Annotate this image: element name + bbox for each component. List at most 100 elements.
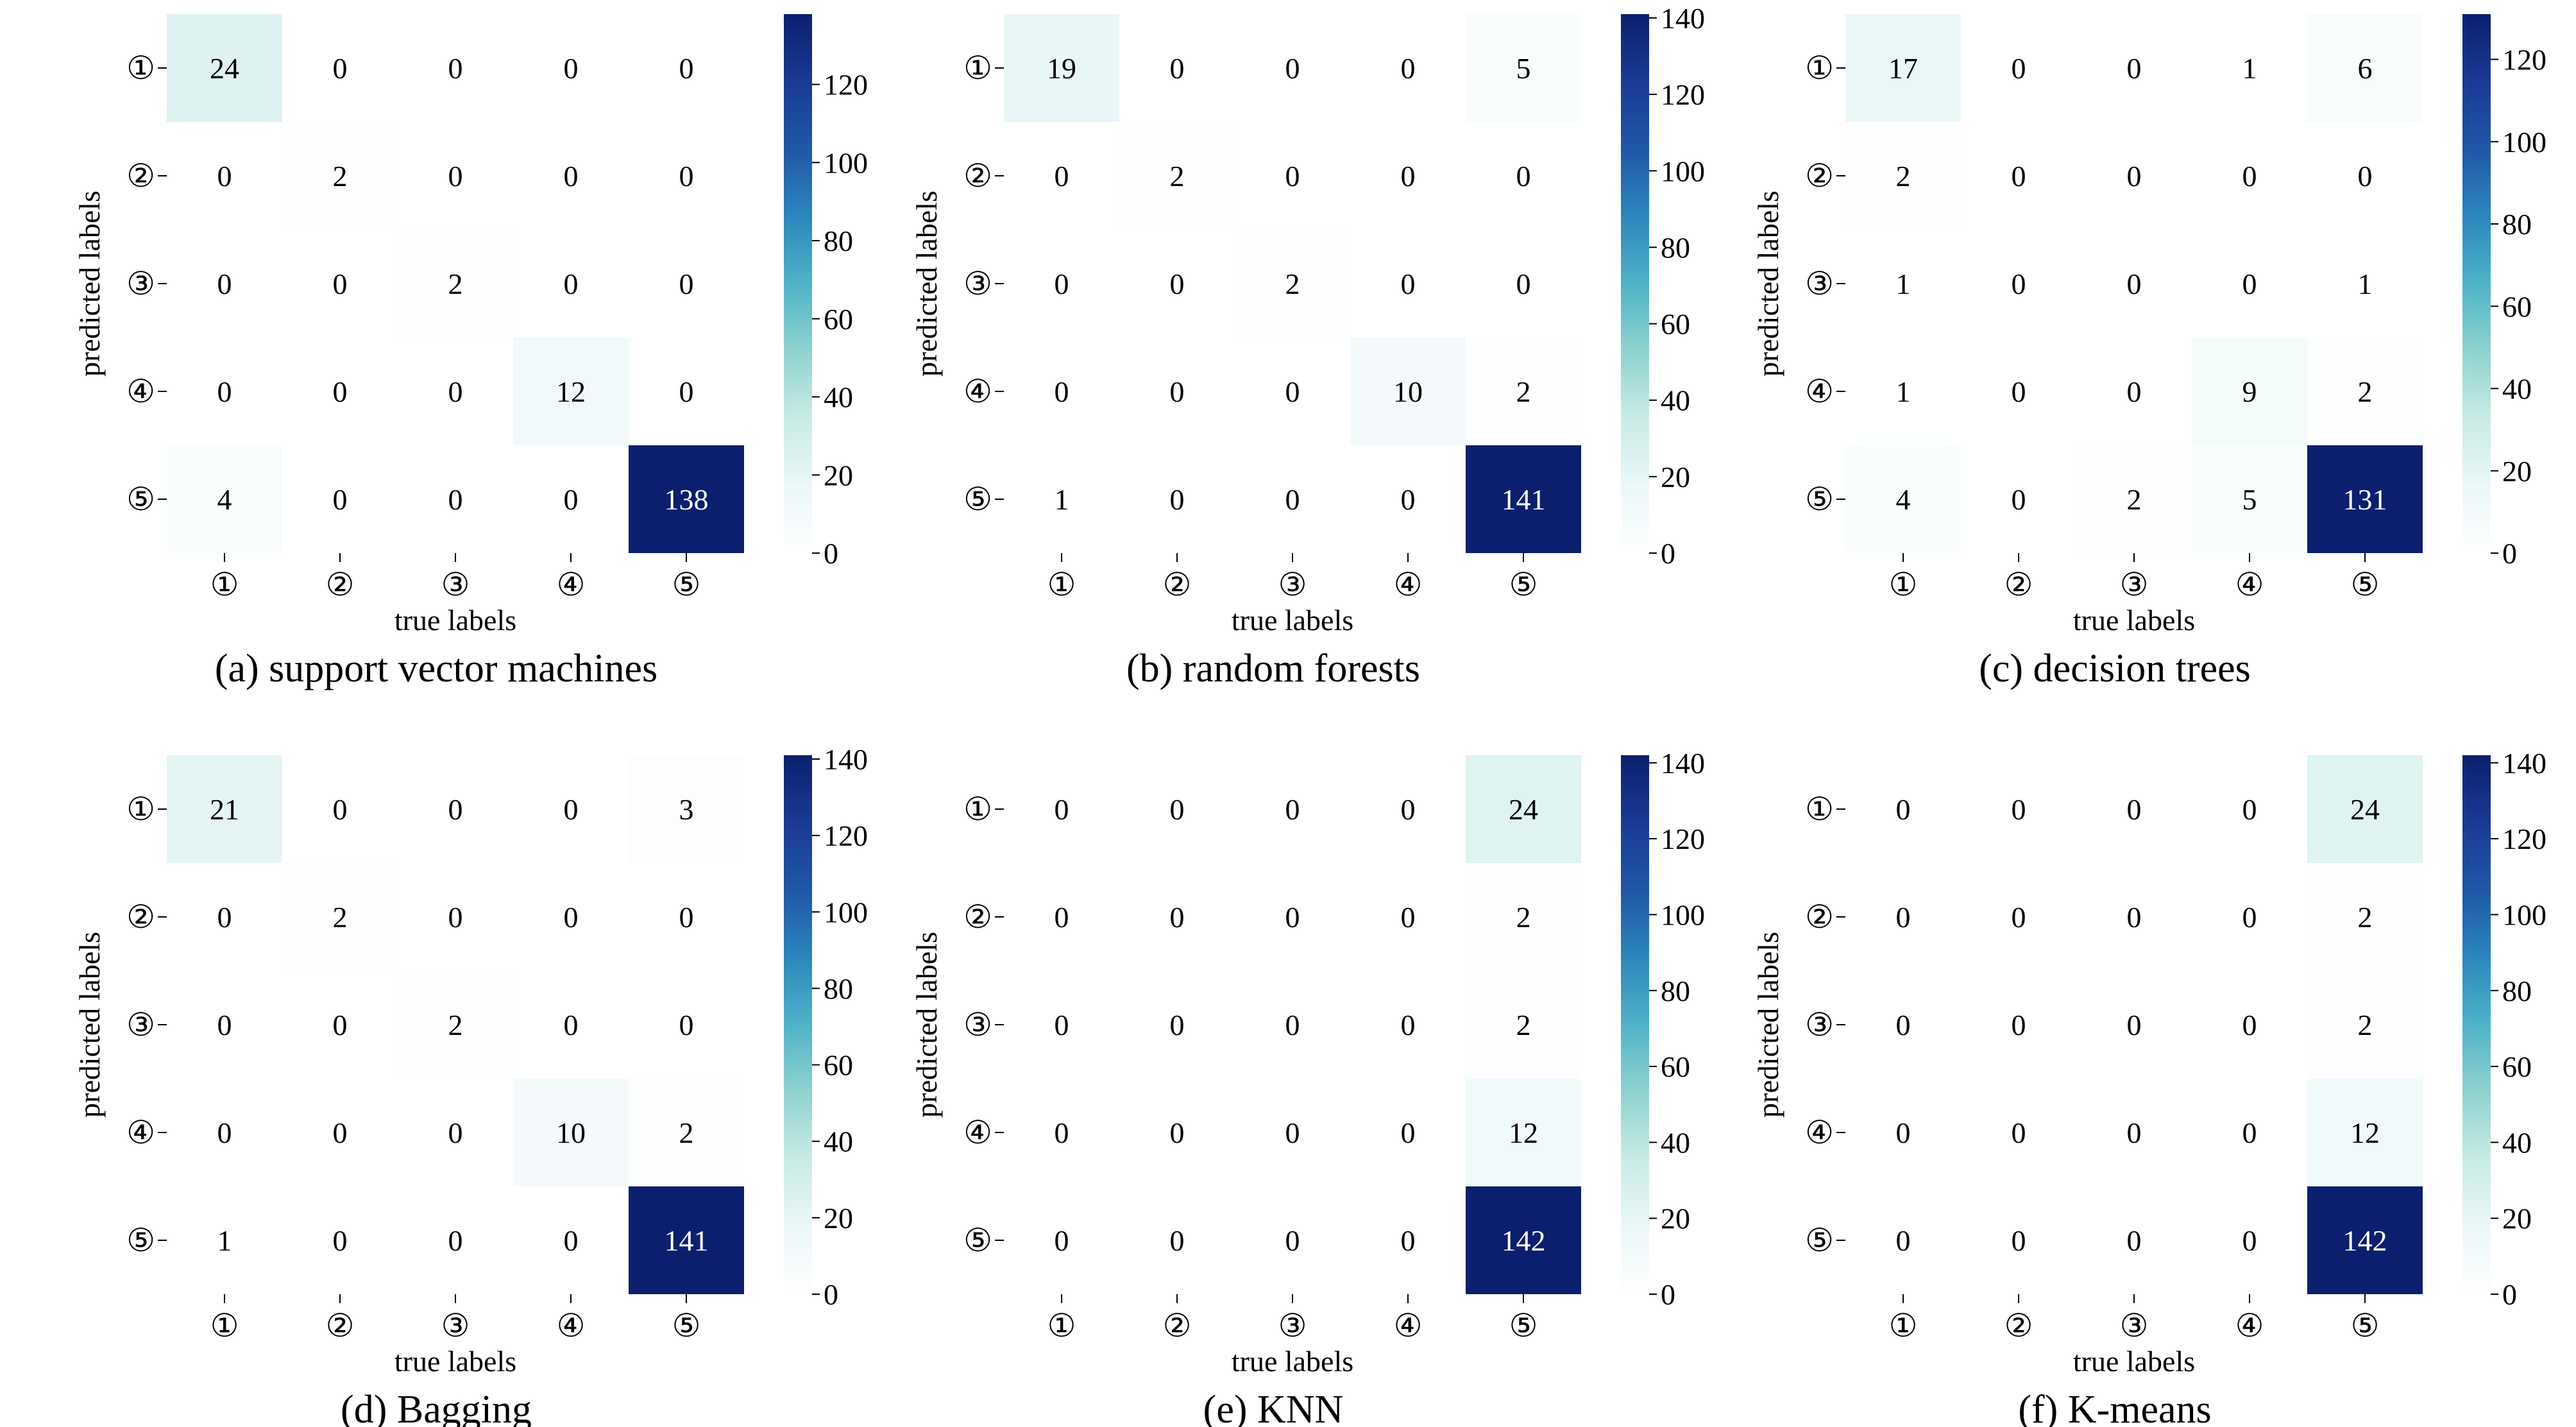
- heatmap-cell: [1119, 863, 1235, 971]
- x-tick-label: ①: [1889, 1308, 1918, 1344]
- heatmap-cell: [1350, 755, 1466, 863]
- cell-value-label: 0: [2127, 1224, 2142, 1257]
- heatmap-cell: [513, 122, 629, 230]
- cell-value-label: 0: [1285, 483, 1300, 516]
- heatmap-cell: [1845, 338, 1961, 445]
- x-tick-label: ④: [1394, 567, 1423, 602]
- y-axis-label: predicted labels: [910, 191, 943, 377]
- cell-value-label: 0: [2127, 268, 2142, 300]
- heatmap-cell: [1466, 1186, 1581, 1294]
- y-tick-label: ⑤: [1805, 1222, 1834, 1258]
- heatmap-cell: [1119, 755, 1235, 863]
- colorbar-tick-label: 120: [1661, 823, 1705, 855]
- heatmap-cell: [2307, 755, 2423, 863]
- y-tick-label: ⑤: [963, 1222, 992, 1258]
- cell-value-label: 142: [2343, 1224, 2387, 1257]
- colorbar-tick-label: 40: [2502, 373, 2532, 406]
- y-tick-label: ①: [963, 50, 992, 86]
- cell-value-label: 0: [1055, 160, 1069, 192]
- x-tick-label: ③: [1278, 567, 1307, 602]
- colorbar-tick-label: 100: [1661, 898, 1705, 931]
- cell-value-label: 0: [564, 483, 579, 516]
- cell-value-label: 0: [2127, 160, 2142, 192]
- cell-value-label: 2: [2358, 1009, 2373, 1041]
- cell-value-label: 12: [1509, 1116, 1538, 1149]
- heatmap-cell: [2307, 230, 2423, 338]
- colorbar-tick-label: 100: [1661, 155, 1705, 187]
- panel-caption: (a) support vector machines: [215, 647, 657, 690]
- colorbar-tick-label: 40: [824, 1125, 853, 1158]
- cell-value-label: 0: [1401, 483, 1416, 516]
- x-tick-label: ⑤: [672, 1308, 701, 1344]
- cell-value-label: 0: [2012, 1009, 2026, 1041]
- cell-value-label: 0: [217, 901, 232, 934]
- heatmap-cell: [1235, 1186, 1350, 1294]
- colorbar: [784, 755, 812, 1294]
- x-axis-label: true labels: [2073, 1345, 2195, 1378]
- colorbar-tick-label: 0: [824, 537, 838, 570]
- y-tick-label: ⑤: [126, 1222, 155, 1258]
- heatmap-cell: [1350, 445, 1466, 553]
- cell-value-label: 0: [1401, 1116, 1416, 1149]
- cell-value-label: 0: [2012, 1116, 2026, 1149]
- cell-value-label: 2: [1516, 375, 1531, 408]
- heatmap-cell: [1004, 445, 1119, 553]
- heatmap-cell: [2076, 1079, 2192, 1186]
- cell-value-label: 0: [217, 1009, 232, 1041]
- colorbar-tick-label: 80: [2502, 975, 2532, 1007]
- y-axis-label: predicted labels: [1752, 191, 1784, 377]
- colorbar: [2462, 14, 2491, 553]
- cell-value-label: 2: [1285, 268, 1300, 300]
- cell-value-label: 0: [1055, 901, 1069, 934]
- heatmap-cell: [2192, 445, 2307, 553]
- heatmap-cell: [2192, 14, 2307, 122]
- cell-value-label: 0: [2012, 268, 2026, 300]
- heatmap-cell: [1466, 14, 1581, 122]
- cell-value-label: 5: [1516, 52, 1531, 85]
- cell-value-label: 0: [217, 268, 232, 300]
- x-tick-label: ④: [557, 567, 586, 602]
- heatmap-cell: [167, 1186, 282, 1294]
- cell-value-label: 0: [448, 793, 463, 826]
- cell-value-label: 2: [333, 160, 348, 192]
- heatmap-cell: [2192, 1186, 2307, 1294]
- heatmap-cell: [282, 122, 398, 230]
- y-tick-label: ④: [1805, 1115, 1834, 1150]
- heatmap-cell: [1235, 445, 1350, 553]
- cell-value-label: 0: [1285, 1224, 1300, 1257]
- cell-value-label: 0: [1170, 375, 1185, 408]
- cell-value-label: 0: [333, 793, 348, 826]
- cell-value-label: 0: [1285, 901, 1300, 934]
- y-tick-label: ④: [963, 373, 992, 409]
- cell-value-label: 0: [1516, 160, 1531, 192]
- heatmap-cell: [398, 230, 513, 338]
- heatmap-cell: [2307, 1079, 2423, 1186]
- heatmap-cell: [1350, 14, 1466, 122]
- colorbar: [784, 14, 812, 553]
- heatmap-cell: [1466, 863, 1581, 971]
- cell-value-label: 2: [2358, 901, 2373, 934]
- cell-value-label: 0: [1170, 1009, 1185, 1041]
- heatmap-cell: [2307, 863, 2423, 971]
- heatmap-cell: [1004, 122, 1119, 230]
- cell-value-label: 0: [564, 1224, 579, 1257]
- cell-value-label: 2: [2127, 483, 2142, 516]
- colorbar-tick-label: 100: [2502, 126, 2546, 158]
- heatmap-cell: [1845, 755, 1961, 863]
- cell-value-label: 1: [1896, 268, 1911, 300]
- heatmap-cell: [629, 230, 744, 338]
- cell-value-label: 0: [2242, 160, 2257, 192]
- panel-caption: (f) K-means: [2018, 1388, 2211, 1427]
- heatmap-cell: [513, 1079, 629, 1186]
- cell-value-label: 0: [333, 1009, 348, 1041]
- cell-value-label: 0: [1401, 1224, 1416, 1257]
- heatmap-cell: [629, 863, 744, 971]
- cell-value-label: 0: [448, 901, 463, 934]
- heatmap-cell: [282, 971, 398, 1079]
- heatmap-cell: [398, 14, 513, 122]
- cell-value-label: 0: [1285, 52, 1300, 85]
- cell-value-label: 0: [564, 793, 579, 826]
